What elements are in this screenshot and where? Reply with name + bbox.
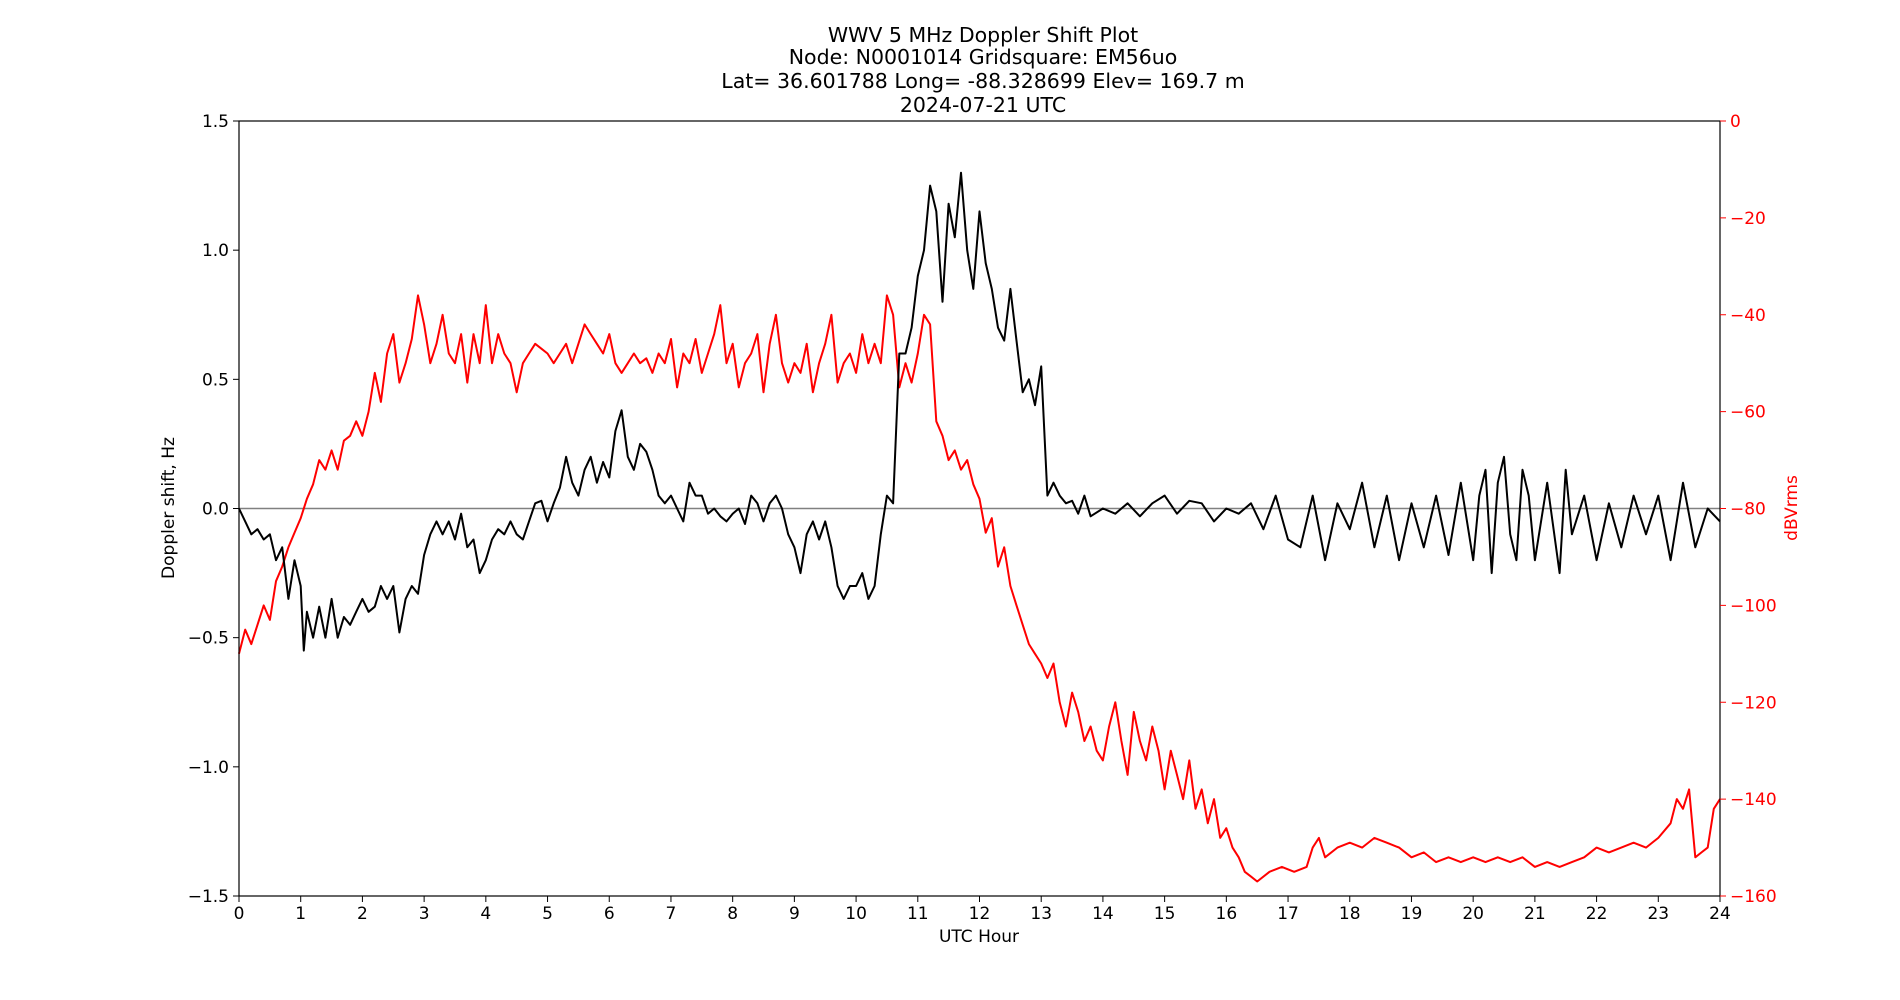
x-tick-label: 9 <box>789 904 800 924</box>
chart-title: WWV 5 MHz Doppler Shift Plot Node: N0001… <box>721 23 1244 117</box>
x-tick-label: 13 <box>1030 904 1052 924</box>
y2-tick-label: −40 <box>1730 306 1766 326</box>
x-tick-label: 7 <box>666 904 677 924</box>
y2-tick-label: −140 <box>1730 790 1777 810</box>
y2-tick-label: −20 <box>1730 209 1766 229</box>
x-tick-label: 6 <box>604 904 615 924</box>
y2-tick-label: −160 <box>1730 887 1777 907</box>
y-tick-label: −0.5 <box>188 629 229 649</box>
y2-tick-label: 0 <box>1730 112 1741 132</box>
x-tick-label: 12 <box>969 904 991 924</box>
title-line-2: Node: N0001014 Gridsquare: EM56uo <box>789 45 1178 69</box>
x-tick-label: 16 <box>1216 904 1238 924</box>
y-tick-label: 0.5 <box>202 370 229 390</box>
x-axis-ticks: 0 1 2 3 4 5 6 7 8 9 10 11 12 13 14 15 16 17 18 19 20 21 22 23 24 <box>234 896 1731 924</box>
title-line-3: Lat= 36.601788 Long= -88.328699 Elev= 16… <box>721 69 1244 93</box>
x-tick-label: 18 <box>1339 904 1361 924</box>
x-tick-label: 20 <box>1462 904 1484 924</box>
x-tick-label: 21 <box>1524 904 1546 924</box>
x-tick-label: 2 <box>357 904 368 924</box>
y2-tick-label: −60 <box>1730 403 1766 423</box>
doppler-series-line <box>238 171 1721 652</box>
left-y-axis-label: Doppler shift, Hz <box>159 437 179 579</box>
x-tick-label: 4 <box>480 904 491 924</box>
x-tick-label: 22 <box>1586 904 1608 924</box>
x-tick-label: 19 <box>1401 904 1423 924</box>
x-tick-label: 17 <box>1277 904 1299 924</box>
x-tick-label: 0 <box>234 904 245 924</box>
x-tick-label: 11 <box>907 904 929 924</box>
y-tick-label: 1.0 <box>202 241 229 261</box>
y-tick-label: 1.5 <box>202 112 229 132</box>
x-tick-label: 14 <box>1092 904 1114 924</box>
title-line-4: 2024-07-21 UTC <box>900 93 1066 117</box>
y2-tick-label: −120 <box>1730 693 1777 713</box>
x-tick-label: 10 <box>845 904 867 924</box>
x-tick-label: 24 <box>1709 904 1731 924</box>
right-y-axis-label: dBVrms <box>1782 475 1802 541</box>
y2-tick-label: −100 <box>1730 596 1777 616</box>
x-tick-label: 8 <box>727 904 738 924</box>
title-line-1: WWV 5 MHz Doppler Shift Plot <box>828 23 1138 47</box>
x-tick-label: 3 <box>419 904 430 924</box>
power-series-line <box>238 294 1721 883</box>
left-y-axis-ticks: 1.5 1.0 0.5 0.0 −0.5 −1.0 −1.5 <box>188 112 239 907</box>
x-axis-label: UTC Hour <box>939 927 1019 947</box>
x-tick-label: 15 <box>1154 904 1176 924</box>
x-tick-label: 23 <box>1647 904 1669 924</box>
right-y-axis-ticks: 0 −20 −40 −60 −80 −100 −120 −140 −160 <box>1720 112 1777 907</box>
y2-tick-label: −80 <box>1730 500 1766 520</box>
plot-area <box>238 171 1721 883</box>
y-tick-label: 0.0 <box>202 500 229 520</box>
y-tick-label: −1.0 <box>188 758 229 778</box>
y-tick-label: −1.5 <box>188 887 229 907</box>
x-tick-label: 5 <box>542 904 553 924</box>
x-tick-label: 1 <box>295 904 306 924</box>
